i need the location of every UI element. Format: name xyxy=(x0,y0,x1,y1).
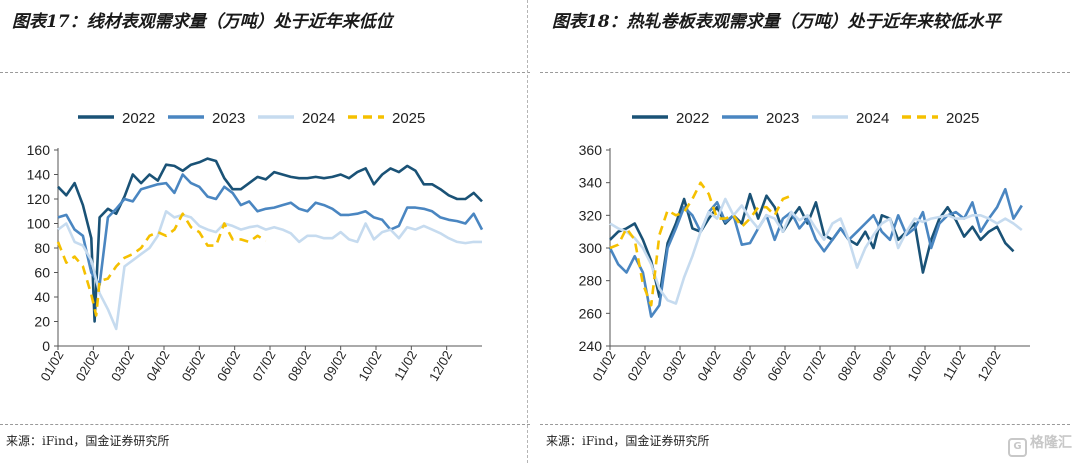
x-tick-label: 07/02 xyxy=(799,348,828,384)
x-tick-label: 12/02 xyxy=(426,348,455,384)
series-line-2022 xyxy=(609,192,1015,299)
y-tick-label: 300 xyxy=(579,240,603,256)
chart-title: 图表18：热轧卷板表观需求量（万吨）处于近年来较低水平 xyxy=(552,12,1001,32)
legend-label-2024: 2024 xyxy=(302,110,335,127)
series-line-2025 xyxy=(609,181,792,307)
series-line-2023 xyxy=(57,173,484,287)
y-tick-label: 0 xyxy=(42,338,50,354)
title-divider xyxy=(540,72,1070,73)
x-tick-label: 11/02 xyxy=(391,348,420,383)
legend-label-2023: 2023 xyxy=(766,110,799,127)
legend-label-2025: 2025 xyxy=(946,110,979,127)
panel-separator xyxy=(527,0,528,463)
y-tick-label: 120 xyxy=(27,191,51,207)
x-tick-label: 04/02 xyxy=(694,348,723,384)
y-tick-label: 80 xyxy=(34,240,50,256)
x-tick-label: 12/02 xyxy=(974,348,1003,384)
chart-panel-wire-rod: 图表17：线材表观需求量（万吨）处于近年来低位 0 20 40 60 80 100 120 1… xyxy=(0,12,530,448)
legend-label-2023: 2023 xyxy=(212,110,245,127)
y-tick-label: 260 xyxy=(579,305,603,321)
x-tick-label: 08/02 xyxy=(285,348,314,384)
legend-label-2022: 2022 xyxy=(676,110,709,127)
watermark-text: 格隆汇 xyxy=(1030,435,1072,451)
legend-label-2022: 2022 xyxy=(122,110,155,127)
x-tick-label: 06/02 xyxy=(214,348,243,384)
x-tick-label: 04/02 xyxy=(143,348,172,384)
y-tick-label: 40 xyxy=(34,289,50,305)
x-tick-label: 10/02 xyxy=(355,348,384,384)
series-line-2024 xyxy=(609,197,1023,305)
series-line-2023 xyxy=(608,187,1023,318)
y-tick-label: 240 xyxy=(579,338,603,354)
chart-title: 图表17：线材表观需求量（万吨）处于近年来低位 xyxy=(12,12,393,32)
x-tick-label: 10/02 xyxy=(904,348,933,384)
y-tick-label: 20 xyxy=(34,314,50,330)
watermark-logo-icon: G xyxy=(1008,438,1027,457)
title-divider xyxy=(0,72,530,73)
x-tick-label: 08/02 xyxy=(834,348,863,384)
legend-label-2024: 2024 xyxy=(856,110,889,127)
y-tick-label: 360 xyxy=(579,142,603,158)
y-tick-label: 60 xyxy=(34,265,50,281)
source-note: 来源：iFind，国金证券研究所 xyxy=(546,434,710,448)
x-tick-label: 09/02 xyxy=(869,348,898,384)
y-tick-label: 340 xyxy=(579,175,603,191)
source-divider xyxy=(540,424,1070,425)
x-tick-label: 03/02 xyxy=(659,348,688,384)
series-line-2025 xyxy=(56,212,267,317)
x-tick-label: 05/02 xyxy=(179,348,208,384)
x-tick-label: 11/02 xyxy=(940,348,969,383)
x-tick-label: 05/02 xyxy=(729,348,758,384)
y-tick-label: 140 xyxy=(27,167,51,183)
watermark: G 格隆汇 xyxy=(1008,432,1072,457)
y-tick-label: 100 xyxy=(27,216,51,232)
x-tick-label: 03/02 xyxy=(108,348,137,384)
chart-panel-hot-rolled-coil: 图表18：热轧卷板表观需求量（万吨）处于近年来较低水平 240 260 280 300… xyxy=(540,0,1080,463)
y-tick-label: 320 xyxy=(579,207,603,223)
x-tick-label: 09/02 xyxy=(320,348,349,384)
x-tick-label: 07/02 xyxy=(249,348,278,384)
x-tick-label: 02/02 xyxy=(624,348,653,384)
source-note: 来源：iFind，国金证券研究所 xyxy=(6,434,170,448)
x-tick-label: 02/02 xyxy=(73,348,102,384)
y-tick-label: 160 xyxy=(27,142,51,158)
x-tick-label: 06/02 xyxy=(764,348,793,384)
y-tick-label: 280 xyxy=(579,273,603,289)
legend-label-2025: 2025 xyxy=(392,110,425,127)
series-line-2024 xyxy=(57,210,482,331)
source-divider xyxy=(0,424,530,425)
